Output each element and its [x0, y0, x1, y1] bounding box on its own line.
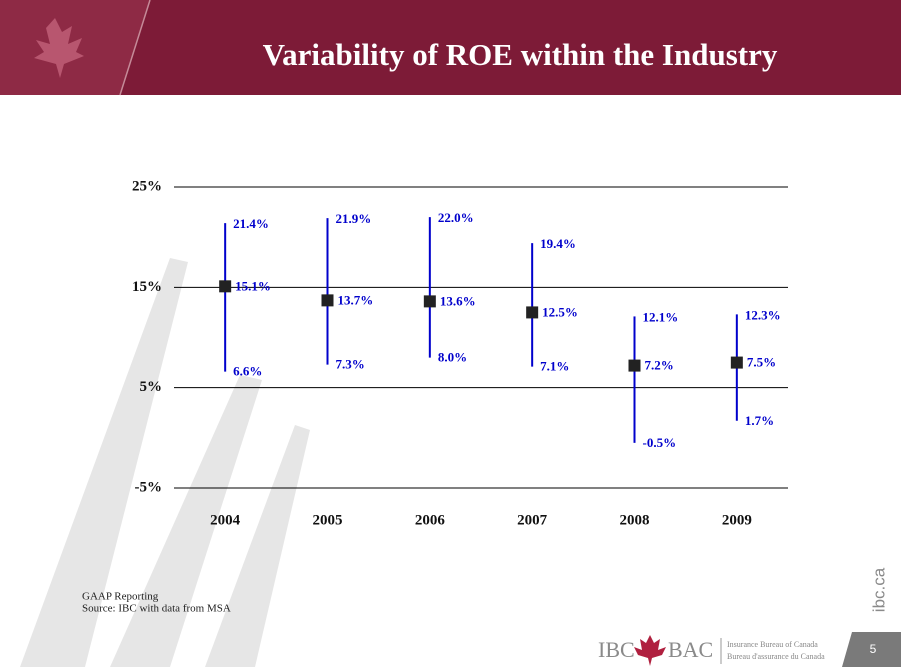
low-label: 8.0%: [438, 350, 467, 365]
low-label: 7.3%: [336, 357, 365, 372]
mean-marker: [526, 306, 538, 318]
slide: Variability of ROE within the Industry 2…: [0, 0, 901, 667]
logo-english: Insurance Bureau of Canada: [727, 640, 818, 649]
mean-label: 7.2%: [645, 358, 674, 373]
high-label: 21.9%: [336, 211, 372, 226]
y-tick-label: 25%: [132, 178, 162, 194]
high-label: 19.4%: [540, 236, 576, 251]
logo-text: BAC: [668, 637, 713, 662]
footnote: GAAP Reporting: [82, 591, 159, 603]
mean-label: 15.1%: [235, 278, 271, 293]
website: ibc.ca: [869, 567, 888, 612]
mean-label: 13.6%: [440, 293, 476, 308]
logo-text: IBC: [598, 637, 635, 662]
page: {"chart_data": {"type": "range", "title"…: [0, 0, 901, 667]
low-label: 6.6%: [233, 364, 262, 379]
y-tick-label: -5%: [135, 479, 163, 495]
mean-marker: [322, 294, 334, 306]
mean-label: 12.5%: [542, 304, 578, 319]
mean-marker: [219, 280, 231, 292]
mean-label: 13.7%: [338, 292, 374, 307]
x-tick-label: 2004: [210, 512, 241, 528]
mean-marker: [424, 295, 436, 307]
mean-label: 7.5%: [747, 355, 776, 370]
x-tick-label: 2006: [415, 512, 446, 528]
x-tick-label: 2009: [722, 512, 752, 528]
footnote: Source: IBC with data from MSA: [82, 603, 231, 615]
high-label: 21.4%: [233, 216, 269, 231]
logo-leaf: [634, 635, 666, 666]
mean-marker: [629, 360, 641, 372]
footer-logo: IBC BAC Insurance Bureau of Canada Burea…: [598, 635, 825, 666]
high-label: 12.3%: [745, 307, 781, 322]
logo-french: Bureau d'assurance du Canada: [727, 652, 825, 661]
mean-marker: [731, 357, 743, 369]
high-label: 12.1%: [643, 309, 679, 324]
low-label: 1.7%: [745, 413, 774, 428]
high-label: 22.0%: [438, 210, 474, 225]
y-tick-label: 15%: [132, 279, 162, 295]
page-number: 5: [870, 642, 877, 656]
y-tick-label: 5%: [140, 379, 163, 395]
low-label: -0.5%: [643, 435, 677, 450]
x-tick-label: 2005: [313, 512, 343, 528]
low-label: 7.1%: [540, 359, 569, 374]
x-tick-label: 2007: [517, 512, 548, 528]
chart-title: Variability of ROE within the Industry: [263, 37, 778, 72]
x-tick-label: 2008: [620, 512, 650, 528]
